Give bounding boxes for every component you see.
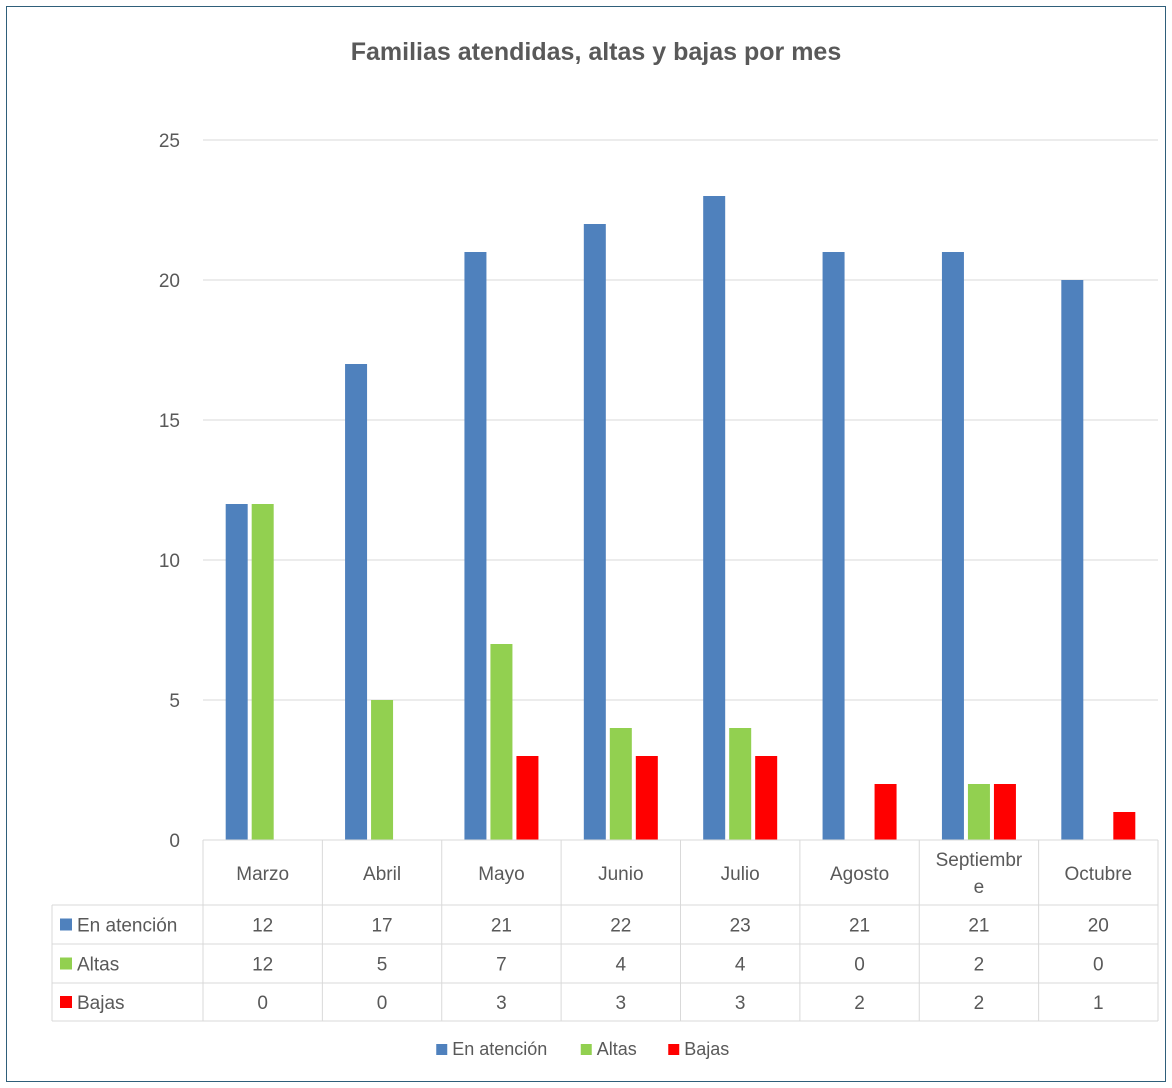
bar	[464, 252, 487, 840]
table-value: 21	[491, 916, 512, 937]
table-value: 23	[730, 916, 751, 937]
x-tick-label: Abril	[363, 864, 401, 885]
bar	[609, 728, 632, 840]
table-value: 5	[377, 955, 388, 976]
table-value: 17	[371, 916, 392, 937]
bar	[1113, 812, 1136, 840]
table-value: 20	[1088, 916, 1109, 937]
table-value: 3	[616, 993, 627, 1014]
table-value: 7	[496, 955, 507, 976]
table-value: 4	[616, 955, 627, 976]
bar	[251, 504, 274, 840]
x-tick-label: e	[974, 877, 985, 898]
bar	[755, 756, 778, 840]
table-value: 22	[610, 916, 631, 937]
x-tick-label: Mayo	[478, 864, 524, 885]
table-value: 0	[854, 955, 865, 976]
legend-key	[436, 1044, 448, 1055]
y-tick-label: 20	[159, 271, 180, 292]
bar	[874, 784, 897, 840]
bar	[345, 364, 368, 840]
bar	[635, 756, 658, 840]
table-value: 0	[377, 993, 388, 1014]
bar	[993, 784, 1016, 840]
x-tick-label: Julio	[721, 864, 760, 885]
table-value: 2	[854, 993, 865, 1014]
table-value: 21	[849, 916, 870, 937]
table-value: 2	[974, 993, 985, 1014]
bar	[703, 196, 726, 840]
legend-label: Bajas	[684, 1039, 729, 1059]
x-tick-label: Junio	[598, 864, 643, 885]
legend: En atención Altas Bajas	[436, 1039, 729, 1059]
bar	[1061, 280, 1084, 840]
table-value: 12	[252, 916, 273, 937]
y-tick-label: 15	[159, 411, 180, 432]
table-legend-key	[60, 918, 72, 931]
legend-key	[668, 1044, 680, 1055]
y-axis-ticks: 0 5 10 15 20 25	[159, 131, 180, 852]
bar	[490, 644, 513, 840]
table-value: 1	[1093, 993, 1104, 1014]
x-tick-label: Marzo	[236, 864, 289, 885]
table-series-label: Altas	[77, 955, 119, 976]
table-legend-key	[60, 957, 72, 970]
table-value: 3	[496, 993, 507, 1014]
bar	[225, 504, 248, 840]
bar	[941, 252, 964, 840]
bars	[225, 196, 1136, 840]
chart-title: Familias atendidas, altas y bajas por me…	[351, 38, 842, 66]
table-value: 21	[968, 916, 989, 937]
table-value: 4	[735, 955, 746, 976]
bar	[371, 700, 394, 840]
table-value: 0	[257, 993, 268, 1014]
legend-label: Altas	[597, 1039, 637, 1059]
bar	[516, 756, 539, 840]
table-value: 2	[974, 955, 985, 976]
legend-key	[580, 1044, 592, 1055]
legend-label: En atención	[452, 1039, 547, 1059]
x-tick-label: Octubre	[1065, 864, 1133, 885]
bar	[583, 224, 606, 840]
y-tick-label: 5	[169, 691, 180, 712]
bar	[822, 252, 845, 840]
table-value: 12	[252, 955, 273, 976]
table-series-label: Bajas	[77, 993, 125, 1014]
y-tick-label: 10	[159, 551, 180, 572]
table-legend-key	[60, 996, 72, 1008]
bar	[967, 784, 990, 840]
y-tick-label: 0	[169, 831, 180, 852]
table-series-label: En atención	[77, 916, 177, 937]
table-value: 0	[1093, 955, 1104, 976]
x-tick-label: Agosto	[830, 864, 889, 885]
data-table: Marzo Abril Mayo Junio Julio Agosto Septiembr e…	[51, 839, 1159, 1022]
bar	[729, 728, 752, 840]
table-value: 3	[735, 993, 746, 1014]
x-tick-label: Septiembr	[936, 850, 1023, 871]
y-tick-label: 25	[159, 131, 180, 152]
